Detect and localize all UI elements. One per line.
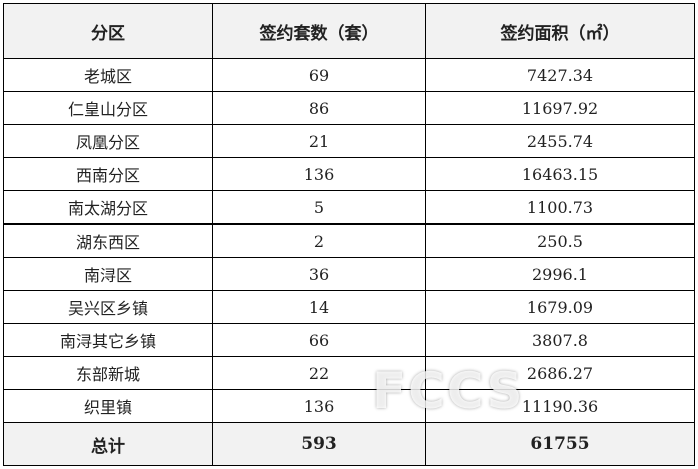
table-row: 西南分区 136 16463.15	[3, 157, 695, 191]
table-row: 织里镇 136 11190.36	[3, 389, 695, 423]
area-cell: 2455.74	[425, 124, 695, 158]
units-cell: 36	[212, 257, 426, 291]
units-cell: 21	[212, 124, 426, 158]
area-cell: 1100.73	[425, 190, 695, 225]
units-cell: 66	[212, 323, 426, 357]
district-cell: 老城区	[3, 58, 213, 92]
district-cell: 仁皇山分区	[3, 91, 213, 125]
area-cell: 2996.1	[425, 257, 695, 291]
units-cell: 2	[212, 223, 426, 258]
area-cell: 3807.8	[425, 323, 695, 357]
table-row: 南浔其它乡镇 66 3807.8	[3, 323, 695, 357]
area-cell: 16463.15	[425, 157, 695, 191]
total-label: 总计	[3, 422, 213, 466]
area-cell: 7427.34	[425, 58, 695, 92]
district-cell: 南太湖分区	[3, 190, 213, 225]
district-cell: 吴兴区乡镇	[3, 290, 213, 324]
area-cell: 11697.92	[425, 91, 695, 125]
units-cell: 22	[212, 356, 426, 390]
header-district: 分区	[3, 3, 213, 59]
units-cell: 136	[212, 157, 426, 191]
table-row: 凤凰分区 21 2455.74	[3, 124, 695, 158]
table-row: 老城区 69 7427.34	[3, 58, 695, 92]
units-cell: 69	[212, 58, 426, 92]
total-row: 总计 593 61755	[3, 422, 695, 466]
table-row: 南太湖分区 5 1100.73	[3, 190, 695, 225]
district-cell: 东部新城	[3, 356, 213, 390]
table-row: 仁皇山分区 86 11697.92	[3, 91, 695, 125]
district-cell: 南浔其它乡镇	[3, 323, 213, 357]
units-cell: 136	[212, 389, 426, 423]
sales-table: 分区 签约套数（套） 签约面积（㎡） 老城区 69 7427.34 仁皇山分区 86 11…	[3, 3, 695, 466]
table-row: 湖东西区 2 250.5	[3, 223, 695, 258]
area-cell: 11190.36	[425, 389, 695, 423]
district-cell: 湖东西区	[3, 223, 213, 258]
area-cell: 250.5	[425, 223, 695, 258]
units-cell: 86	[212, 91, 426, 125]
table-row: 东部新城 22 2686.27	[3, 356, 695, 390]
table-row: 南浔区 36 2996.1	[3, 257, 695, 291]
header-units: 签约套数（套）	[212, 3, 426, 59]
total-units: 593	[212, 422, 426, 466]
district-cell: 南浔区	[3, 257, 213, 291]
area-cell: 1679.09	[425, 290, 695, 324]
units-cell: 5	[212, 190, 426, 225]
district-cell: 凤凰分区	[3, 124, 213, 158]
total-area: 61755	[425, 422, 695, 466]
district-cell: 织里镇	[3, 389, 213, 423]
district-cell: 西南分区	[3, 157, 213, 191]
area-cell: 2686.27	[425, 356, 695, 390]
header-area: 签约面积（㎡）	[425, 3, 695, 59]
header-row: 分区 签约套数（套） 签约面积（㎡）	[3, 3, 695, 59]
table-row: 吴兴区乡镇 14 1679.09	[3, 290, 695, 324]
units-cell: 14	[212, 290, 426, 324]
